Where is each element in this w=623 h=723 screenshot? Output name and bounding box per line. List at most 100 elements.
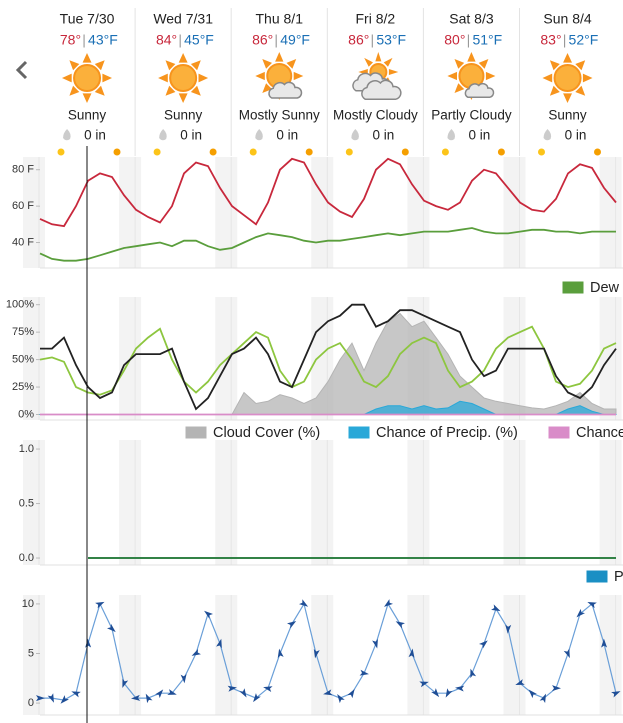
sun-ray (467, 52, 476, 62)
low-temp: 52°F (569, 32, 599, 48)
wind-arrow (191, 648, 201, 656)
wind-arrow (122, 678, 129, 688)
sunset-icon (401, 148, 409, 156)
legend-label: P (614, 569, 623, 585)
wind-arrow (359, 669, 369, 676)
wind-arrow (253, 693, 261, 703)
raindrop-icon (543, 129, 552, 141)
sun-icon (255, 52, 304, 100)
condition: Sunny (164, 108, 203, 123)
previous-arrow[interactable] (15, 60, 28, 80)
condition: Mostly Cloudy (333, 108, 418, 123)
wind-arrow (470, 668, 477, 679)
raindrop-icon (63, 129, 71, 141)
wind-arrow (71, 691, 81, 698)
y-tick-label: 5 (28, 647, 34, 659)
sunrise-icon (57, 148, 65, 156)
sunrise-icon (249, 148, 257, 156)
temp-separator: | (467, 32, 471, 48)
low-temp: 43°F (88, 32, 118, 48)
sun-ray (383, 57, 393, 67)
legend-label: Chance of Precip. (%) (376, 425, 518, 441)
wind-arrow (601, 638, 608, 648)
sun-disc (169, 64, 198, 92)
legend-swatch (586, 570, 608, 583)
temp-separator: | (82, 32, 86, 48)
night-band (599, 440, 622, 565)
cloud-icon (268, 81, 303, 99)
temp-separator: | (563, 32, 567, 48)
sun-ray (364, 57, 373, 67)
line-series (39, 227, 616, 262)
wind-arrow (85, 638, 92, 648)
high-temp: 86° (348, 32, 369, 48)
wind-arrow (611, 691, 621, 698)
sun-ray (165, 60, 176, 71)
day-label: Sun 8/4 (543, 11, 591, 27)
night-band (503, 440, 526, 565)
wind-arrow (372, 638, 378, 649)
day-label: Tue 7/30 (60, 11, 115, 27)
day-label: Wed 7/31 (153, 11, 213, 27)
night-band (23, 595, 45, 715)
wind-arrow (36, 695, 45, 702)
precip-amount: 0 in (372, 128, 394, 143)
low-temp: 49°F (280, 32, 310, 48)
y-tick-label: 80 F (12, 164, 34, 176)
high-temp: 80° (444, 32, 465, 48)
raindrop-icon (447, 129, 456, 141)
sun-ray (286, 59, 297, 69)
night-band (503, 157, 526, 268)
condition: Mostly Sunny (239, 108, 320, 123)
sun-ray (293, 71, 304, 81)
raindrop-icon (255, 129, 263, 141)
y-tick-label: 25% (12, 381, 34, 393)
wind-arrow (167, 689, 177, 695)
wind-arrow (576, 608, 585, 618)
wind-arrow (277, 648, 284, 658)
sun-ray (178, 93, 188, 103)
night-band (215, 440, 238, 565)
wind-arrow (155, 689, 164, 699)
y-tick-label: 1.0 (19, 443, 34, 455)
y-tick-label: 0.5 (19, 497, 34, 509)
wind-arrow (204, 610, 213, 619)
sun-ray (69, 60, 80, 71)
y-tick-label: 75% (12, 326, 34, 338)
wind-arrow (419, 681, 429, 688)
sun-ray (94, 60, 105, 71)
wind-arrow (131, 694, 141, 701)
y-tick-label: 40 F (12, 236, 34, 248)
sun-ray (575, 85, 586, 96)
night-band (503, 595, 526, 715)
wind-arrow (107, 623, 116, 633)
raindrop-icon (159, 129, 167, 141)
condition: Sunny (548, 108, 587, 123)
legend-label: Dew (590, 280, 620, 296)
night-band (119, 440, 142, 565)
day-label: Thu 8/1 (256, 11, 304, 27)
low-temp: 53°F (376, 32, 406, 48)
sun-ray (94, 85, 105, 96)
wind-arrow (287, 621, 297, 629)
wind-arrow (431, 688, 440, 698)
sun-ray (190, 60, 201, 71)
sun-ray (454, 83, 465, 93)
temp-separator: | (371, 32, 375, 48)
wind-arrow (479, 640, 488, 649)
night-band (215, 157, 238, 268)
wind-arrow (60, 695, 69, 704)
wind-arrow (515, 679, 525, 685)
sun-ray (478, 59, 489, 69)
precip-amount: 0 in (84, 128, 106, 143)
sun-ray (69, 85, 80, 96)
sun-ray (542, 73, 553, 83)
y-tick-label: 100% (6, 299, 34, 311)
wind-arrow (528, 689, 537, 699)
line-series (40, 303, 617, 411)
sun-ray (447, 71, 457, 81)
night-band (215, 595, 238, 715)
night-band (599, 297, 622, 420)
night-band (503, 297, 526, 420)
sunset-icon (113, 148, 121, 156)
